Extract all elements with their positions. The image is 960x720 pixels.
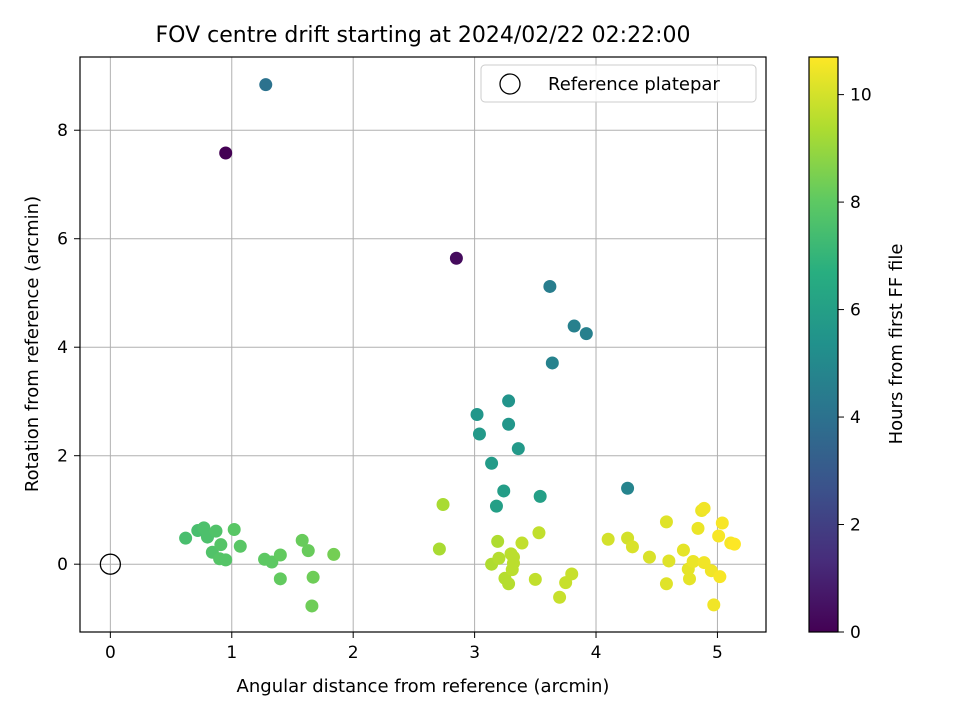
scatter-point [502, 394, 516, 408]
legend-marker-open-circle [499, 73, 521, 95]
colorbar-tick-label: 8 [850, 193, 861, 213]
x-axis-label: Angular distance from reference (arcmin) [237, 676, 610, 697]
y-tick-label: 8 [57, 121, 68, 141]
scatter-point [209, 524, 223, 538]
y-tick-label: 4 [57, 338, 68, 358]
scatter-point [502, 417, 516, 431]
scatter-point [219, 146, 233, 160]
y-tick-label: 0 [57, 555, 68, 575]
scatter-point [707, 598, 721, 612]
scatter-point [233, 539, 247, 553]
scatter-point [273, 548, 287, 562]
x-tick-label: 5 [712, 643, 723, 663]
scatter-point [621, 481, 635, 495]
scatter-point [683, 572, 697, 586]
scatter-point [567, 319, 581, 333]
scatter-point [511, 442, 525, 456]
scatter-point [553, 590, 567, 604]
scatter-point [565, 567, 579, 581]
scatter-point [497, 484, 511, 498]
scatter-point [659, 515, 673, 529]
legend: Reference platepar [480, 64, 757, 103]
scatter-point [470, 407, 484, 421]
scatter-point [697, 501, 711, 515]
scatter-point [727, 537, 741, 551]
x-tick-label: 2 [348, 643, 359, 663]
scatter-point [485, 456, 499, 470]
colorbar-tick-label: 4 [850, 408, 861, 428]
grid-lines [80, 57, 766, 632]
y-axis-label: Rotation from reference (arcmin) [22, 196, 43, 492]
x-axis-ticks: 0 1 2 3 4 5 [105, 632, 723, 663]
scatter-point [179, 531, 193, 545]
chart-title: FOV centre drift starting at 2024/02/22 … [156, 23, 691, 48]
scatter-point [676, 543, 690, 557]
scatter-point [327, 547, 341, 561]
scatter-point [227, 522, 241, 536]
colorbar-label: Hours from first FF file [886, 244, 907, 445]
scatter-point [449, 251, 463, 265]
scatter-point [214, 538, 228, 552]
scatter-point [659, 577, 673, 591]
scatter-point [712, 529, 726, 543]
legend-box [480, 64, 757, 103]
y-tick-label: 6 [57, 230, 68, 250]
colorbar [808, 56, 839, 633]
x-tick-label: 0 [105, 643, 116, 663]
scatter-point [305, 599, 319, 613]
scatter-point [432, 542, 446, 556]
scatter-point [306, 570, 320, 584]
scatter-point [686, 554, 700, 568]
scatter-point [528, 572, 542, 586]
scatter-point [515, 536, 529, 550]
scatter-point [543, 279, 557, 293]
scatter-point [295, 533, 309, 547]
x-tick-label: 1 [226, 643, 237, 663]
scatter-point [532, 526, 546, 540]
colorbar-tick-label: 0 [850, 623, 861, 643]
scatter-point [545, 356, 559, 370]
plot-frame [79, 56, 767, 633]
scatter-point [492, 551, 506, 565]
scatter-point [502, 577, 516, 591]
scatter-point [533, 489, 547, 503]
scatter-point [259, 78, 273, 92]
scatter-point [472, 427, 486, 441]
reference-marker [99, 553, 122, 575]
scatter-point [579, 327, 593, 341]
scatter-point [715, 516, 729, 530]
scatter-point [489, 499, 503, 513]
scatter-point [691, 521, 705, 535]
scatter-point [301, 544, 315, 558]
colorbar-tick-label: 10 [850, 86, 872, 106]
x-tick-label: 3 [469, 643, 480, 663]
scatter-point [273, 572, 287, 586]
scatter-point [491, 534, 505, 548]
scatter-point [219, 553, 233, 567]
scatter-points [179, 78, 741, 613]
scatter-point [625, 540, 639, 554]
y-axis-ticks: 0 2 4 6 8 [57, 121, 80, 575]
legend-entry-reference-platepar: Reference platepar [548, 74, 720, 95]
scatter-point [642, 550, 656, 564]
scatter-point [713, 570, 727, 584]
scatter-point [506, 550, 520, 564]
colorbar-ticks: 0 2 4 6 8 10 [838, 86, 872, 643]
y-tick-label: 2 [57, 447, 68, 467]
colorbar-tick-label: 6 [850, 301, 861, 321]
scatter-point [601, 532, 615, 546]
colorbar-tick-label: 2 [850, 516, 861, 536]
scatter-point [436, 498, 450, 512]
x-tick-label: 4 [591, 643, 602, 663]
reference-marker-layer [99, 553, 122, 575]
scatter-point [662, 554, 676, 568]
